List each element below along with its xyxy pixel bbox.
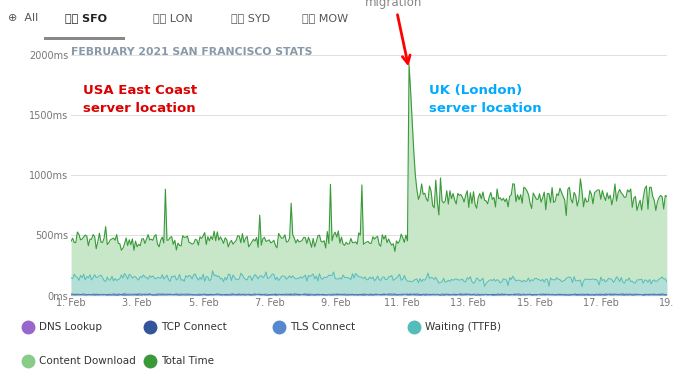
Text: USA East Coast
server location: USA East Coast server location <box>83 84 197 115</box>
FancyBboxPatch shape <box>44 0 125 40</box>
Text: ⊕  All: ⊕ All <box>8 13 38 23</box>
Text: Waiting (TTFB): Waiting (TTFB) <box>425 322 501 332</box>
Text: 🇺🇸 SFO: 🇺🇸 SFO <box>65 13 107 23</box>
Text: FEBRUARY 2021 SAN FRANCISCO STATS: FEBRUARY 2021 SAN FRANCISCO STATS <box>71 47 313 57</box>
Text: 🇬🇧 LON: 🇬🇧 LON <box>153 13 192 23</box>
Text: Content Download: Content Download <box>39 356 136 366</box>
Bar <box>44 37 125 40</box>
Text: TCP Connect: TCP Connect <box>161 322 227 332</box>
Text: DNS Lookup: DNS Lookup <box>39 322 102 332</box>
Text: Website
migration: Website migration <box>365 0 422 63</box>
Text: Total Time: Total Time <box>161 356 214 366</box>
Text: TLS Connect: TLS Connect <box>290 322 355 332</box>
Text: UK (London)
server location: UK (London) server location <box>429 84 541 115</box>
Text: 🇷🇺 MOW: 🇷🇺 MOW <box>302 13 348 23</box>
Text: 🇦🇺 SYD: 🇦🇺 SYD <box>231 13 270 23</box>
